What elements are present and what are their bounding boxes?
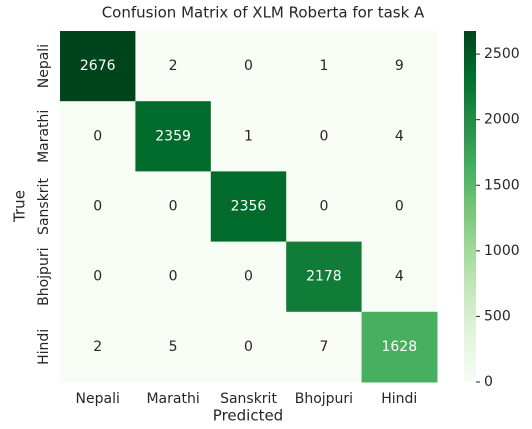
cell-label: 5 bbox=[169, 339, 178, 355]
cell bbox=[135, 31, 212, 102]
cell-label: 1 bbox=[244, 128, 253, 144]
x-tick-label: Nepali bbox=[76, 391, 120, 407]
x-tick-label: Sanskrit bbox=[220, 391, 277, 407]
cell bbox=[286, 241, 363, 313]
cell bbox=[60, 241, 136, 313]
cell bbox=[135, 171, 212, 243]
cell-label: 1628 bbox=[381, 339, 417, 355]
x-tick-label: Marathi bbox=[146, 391, 199, 407]
cell-label: 2 bbox=[169, 58, 178, 74]
chart-title: Confusion Matrix of XLM Roberta for task… bbox=[102, 4, 425, 22]
cell bbox=[361, 31, 438, 102]
cell bbox=[60, 311, 136, 383]
cell-label: 0 bbox=[244, 269, 253, 285]
cell-label: 0 bbox=[319, 199, 328, 215]
y-tick-label: Bhojpuri bbox=[36, 248, 52, 306]
cell bbox=[210, 171, 287, 243]
colorbar-tick-label: 500 bbox=[484, 308, 511, 324]
cell-label: 2178 bbox=[306, 269, 342, 285]
cell bbox=[361, 241, 438, 313]
colorbar-tick-label: 2000 bbox=[484, 112, 520, 128]
y-tick-label: Sanskrit bbox=[36, 178, 52, 235]
cell bbox=[361, 101, 438, 172]
x-axis-label: Predicted bbox=[213, 407, 283, 425]
cell bbox=[60, 101, 136, 172]
x-tick-label: Bhojpuri bbox=[295, 391, 353, 407]
colorbar-tick-label: 1500 bbox=[484, 177, 520, 193]
cell bbox=[210, 241, 287, 313]
cell bbox=[286, 171, 363, 243]
cell-label: 4 bbox=[395, 269, 404, 285]
y-tick-label: Hindi bbox=[36, 329, 52, 365]
cell bbox=[286, 101, 363, 172]
cell-label: 0 bbox=[244, 58, 253, 74]
cell bbox=[135, 101, 212, 172]
colorbar bbox=[464, 31, 476, 382]
cell-label: 0 bbox=[93, 128, 102, 144]
y-axis-label: True bbox=[11, 190, 29, 223]
cell bbox=[60, 31, 136, 102]
cell-label: 0 bbox=[244, 339, 253, 355]
cell bbox=[361, 311, 438, 383]
cell-label: 0 bbox=[169, 199, 178, 215]
cell-label: 2 bbox=[93, 339, 102, 355]
cell-label: 0 bbox=[319, 128, 328, 144]
colorbar-tick-label: 2500 bbox=[484, 46, 520, 62]
cell-label: 4 bbox=[395, 128, 404, 144]
cell-label: 9 bbox=[395, 58, 404, 74]
colorbar-tick-label: 1000 bbox=[484, 243, 520, 259]
cell bbox=[286, 31, 363, 102]
y-tick-label: Marathi bbox=[36, 110, 52, 163]
cell-label: 7 bbox=[319, 339, 328, 355]
cell-label: 0 bbox=[93, 199, 102, 215]
x-tick-label: Hindi bbox=[381, 391, 417, 407]
cell bbox=[210, 101, 287, 172]
cell-label: 0 bbox=[93, 269, 102, 285]
cell-label: 0 bbox=[169, 269, 178, 285]
cell-label: 0 bbox=[395, 199, 404, 215]
cell bbox=[60, 171, 136, 243]
cell bbox=[210, 31, 287, 102]
cell bbox=[135, 241, 212, 313]
y-tick-label: Nepali bbox=[36, 44, 52, 88]
cell bbox=[135, 311, 212, 383]
cell-label: 2359 bbox=[155, 128, 191, 144]
colorbar-tick-label: 0 bbox=[484, 374, 493, 390]
cell-label: 2676 bbox=[80, 58, 116, 74]
cell-label: 1 bbox=[319, 58, 328, 74]
cell bbox=[361, 171, 438, 243]
cell bbox=[210, 311, 287, 383]
cell bbox=[286, 311, 363, 383]
cell-label: 2356 bbox=[231, 199, 267, 215]
